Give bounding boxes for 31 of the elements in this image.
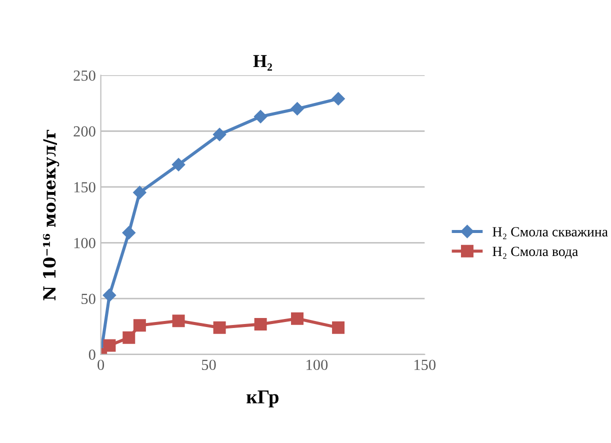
point <box>254 318 267 331</box>
y-axis-title: N 10⁻¹⁶ молекул/г <box>43 130 60 300</box>
point <box>332 321 345 334</box>
y-tick-label: 150 <box>74 182 96 192</box>
y-tick-label: 250 <box>74 70 96 81</box>
point <box>291 312 304 325</box>
y-tick-label: 50 <box>82 294 96 304</box>
point <box>172 314 185 328</box>
point <box>122 331 136 344</box>
x-tick-label: 150 <box>414 360 436 370</box>
point <box>172 158 186 172</box>
y-tick-label: 200 <box>74 126 96 137</box>
x-tick-label: 0 <box>98 360 104 370</box>
legend-label: H₂ Смола скважина <box>492 227 608 240</box>
point <box>212 128 226 142</box>
x-tick-label: 100 <box>306 360 328 370</box>
x-tick-label: 50 <box>202 360 216 370</box>
chart-title: H₂ <box>253 55 272 71</box>
y-tick-label: 100 <box>74 238 96 248</box>
point <box>133 186 146 200</box>
point <box>290 102 304 116</box>
y-tick-label: 0 <box>88 350 96 360</box>
x-axis-title: кГр <box>246 390 279 408</box>
point <box>213 321 226 334</box>
point <box>103 339 116 352</box>
point <box>133 319 146 332</box>
point <box>254 110 268 124</box>
point <box>332 92 345 106</box>
point <box>102 288 116 302</box>
legend-label: H₂ Смола вода <box>492 246 578 259</box>
point <box>122 226 136 240</box>
